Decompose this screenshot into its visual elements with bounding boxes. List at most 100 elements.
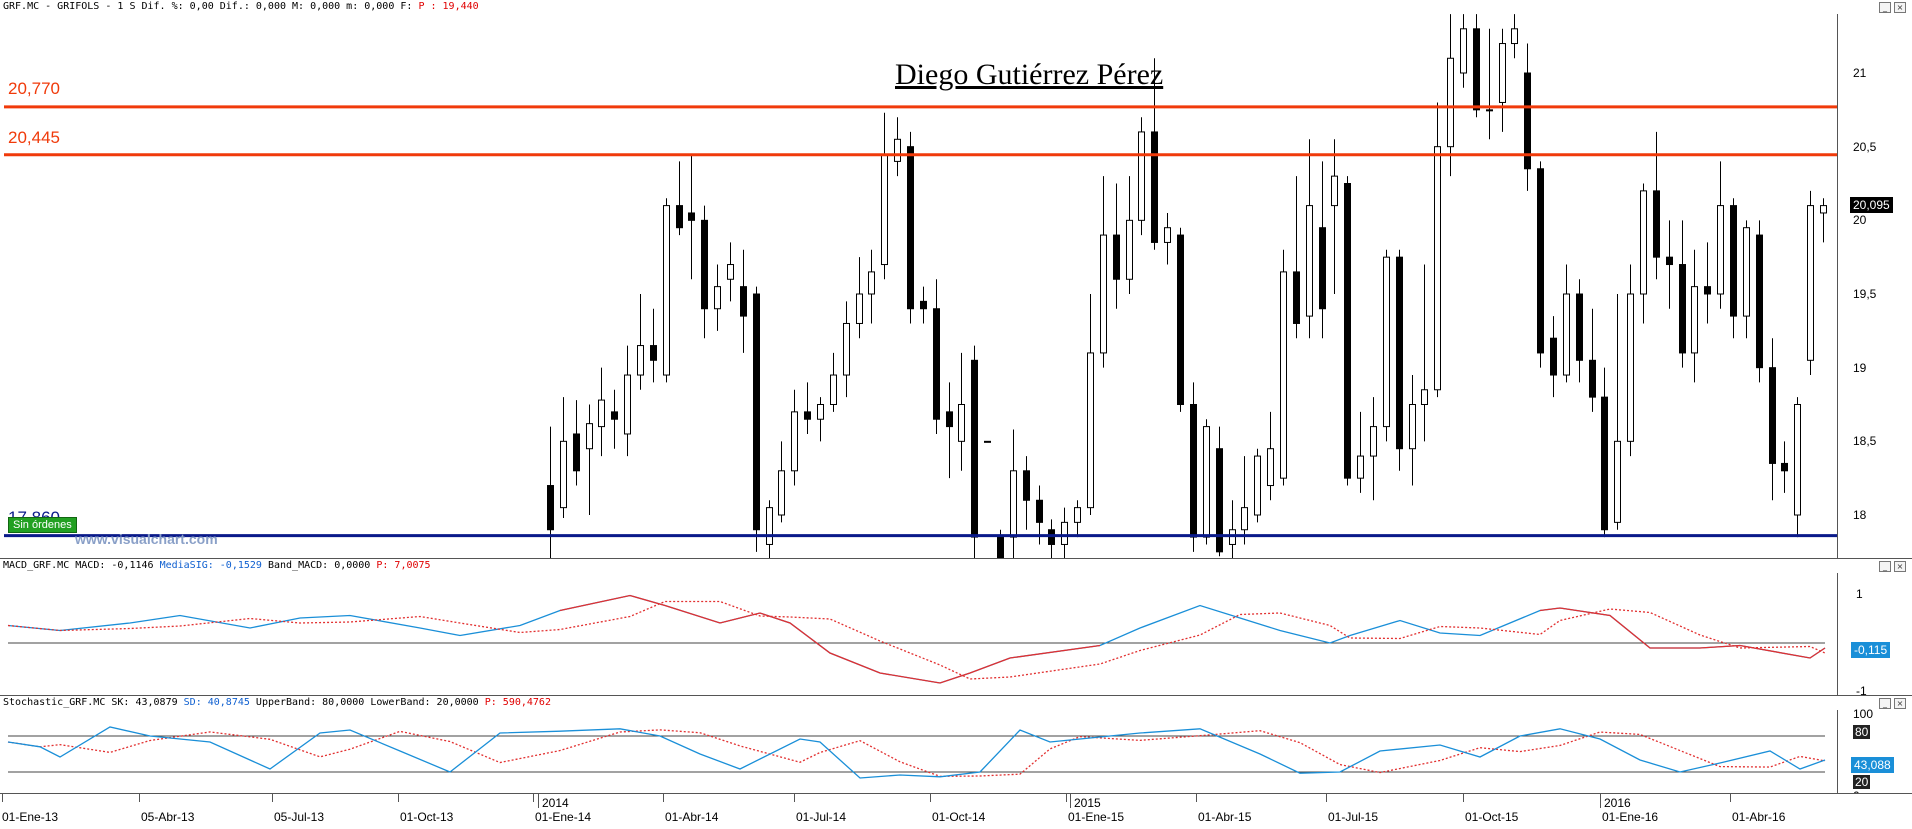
candle-body-up: [766, 507, 773, 545]
time-axis[interactable]: 01-Ene-13 05-Abr-13 05-Jul-13 01-Oct-13 01-E…: [0, 793, 1912, 829]
macd-p-value: P: 7,0075: [376, 560, 431, 571]
candle-body-up: [1409, 404, 1416, 450]
close-icon[interactable]: ×: [1894, 561, 1906, 572]
candle-body-up: [663, 205, 670, 376]
candle: [1267, 411, 1274, 501]
year-label: 2015: [1074, 796, 1101, 810]
candle: [663, 198, 670, 383]
minimize-icon[interactable]: _: [1879, 561, 1891, 572]
macd-pane-header: MACD_GRF.MC MACD: -0,1146 MediaSIG: -0,1…: [3, 559, 431, 573]
candle: [1704, 242, 1711, 324]
time-axis-tick: [794, 794, 795, 802]
time-axis-label: 01-Abr-14: [665, 810, 719, 824]
last-close-label: P : 19,440: [418, 1, 479, 12]
stochastic-pane[interactable]: Stochastic_GRF.MC SK: 43,0879 SD: 40,874…: [0, 695, 1912, 794]
minimize-icon[interactable]: _: [1879, 2, 1891, 13]
candle-body-down: [1113, 234, 1120, 280]
candle-body-up: [1331, 175, 1338, 207]
macd-axis[interactable]: [1837, 573, 1912, 696]
candle: [1023, 456, 1030, 530]
price-tick-label: 20,5: [1853, 139, 1877, 154]
close-icon[interactable]: ×: [1894, 2, 1906, 13]
candle-body-down: [1473, 28, 1480, 111]
candle: [1589, 308, 1596, 412]
price-window-controls: _ ×: [1879, 2, 1906, 13]
candle-body-down: [1730, 205, 1737, 317]
candle-body-up: [1241, 507, 1248, 531]
candle: [1601, 367, 1608, 538]
candle-body-down: [688, 212, 695, 221]
time-axis-label: 05-Jul-13: [274, 810, 325, 824]
candle-body-down: [1344, 183, 1351, 479]
price-tick-label: 19: [1853, 360, 1867, 375]
candle: [920, 286, 927, 324]
time-axis-tick: [2, 794, 3, 802]
watermark: www.visualchart.com: [75, 531, 218, 547]
candle: [946, 382, 953, 479]
minimize-icon[interactable]: _: [1879, 698, 1891, 709]
candle: [843, 301, 850, 398]
candle-body-up: [1203, 426, 1210, 538]
stochastic-chart[interactable]: [0, 696, 1837, 794]
candle: [1653, 131, 1660, 280]
stoch-last-tag: 43,088: [1851, 757, 1894, 773]
candle: [1640, 183, 1647, 324]
macd-tick-neg1: -1: [1856, 684, 1867, 696]
macd-tick-1: 1: [1856, 587, 1863, 601]
orders-badge[interactable]: Sin órdenes: [8, 517, 77, 533]
price-axis[interactable]: [1837, 14, 1912, 558]
candle: [676, 161, 683, 236]
candle: [1820, 198, 1827, 243]
candle-body-up: [1421, 389, 1428, 405]
candle: [1524, 43, 1531, 191]
candle: [1203, 419, 1210, 545]
macd-chart[interactable]: [0, 559, 1837, 696]
candle-body-up: [1010, 470, 1017, 538]
candle: [1280, 249, 1287, 486]
candle-body-down: [650, 345, 657, 361]
stochastic-axis[interactable]: [1837, 710, 1912, 794]
candle-body-down: [753, 293, 760, 531]
candle-body-up: [1627, 293, 1634, 442]
stoch-sd: SD: 40,8745: [183, 697, 250, 708]
time-axis-tick: [272, 794, 273, 802]
macd-value: MACD: -0,1146: [75, 560, 154, 571]
candle-body-down: [1756, 234, 1763, 369]
candle-body-down: [1576, 293, 1583, 361]
candle: [1396, 249, 1403, 471]
candle: [624, 345, 631, 457]
candle-body-down: [1036, 499, 1043, 523]
time-axis-tick: [1326, 794, 1327, 802]
candle: [650, 308, 657, 383]
candle: [1537, 161, 1544, 368]
price-pane-header: GRF.MC - GRIFOLS - 1 S Dif. %: 0,00 Dif.…: [3, 0, 479, 14]
candle: [1306, 139, 1313, 339]
candle-body-down: [1781, 462, 1788, 472]
candle-body-up: [1717, 205, 1724, 295]
candle-body-up: [637, 345, 644, 376]
candle: [907, 131, 914, 324]
candle: [1434, 102, 1441, 398]
candle-body-down: [997, 536, 1004, 558]
candle-body-down: [1190, 404, 1197, 538]
candle: [1293, 176, 1300, 339]
candle: [1100, 176, 1107, 368]
last-price-tag: 20,095: [1850, 197, 1893, 213]
stoch-sd-line: [7, 729, 1826, 778]
candle: [1370, 397, 1377, 501]
candle-body-up: [778, 470, 785, 516]
time-axis-label: 01-Ene-15: [1068, 810, 1125, 824]
close-icon[interactable]: ×: [1894, 698, 1906, 709]
candle-body-up: [1640, 190, 1647, 295]
candlestick-chart[interactable]: [0, 0, 1837, 558]
price-pane[interactable]: 21 20,5 20 19,5 19 18,5 18 GRF.MC - GRIFOLS - …: [0, 0, 1912, 558]
candle-body-up: [1383, 256, 1390, 428]
candle: [1717, 161, 1724, 309]
time-axis-label: 01-Ene-16: [1602, 810, 1659, 824]
stoch-tick-80: 80: [1853, 725, 1871, 739]
candle-body-up: [1164, 227, 1171, 243]
candle: [1807, 190, 1814, 376]
macd-pane[interactable]: MACD_GRF.MC MACD: -0,1146 MediaSIG: -0,1…: [0, 558, 1912, 696]
price-tick-label: 18: [1853, 508, 1867, 522]
candle-body-up: [1061, 521, 1068, 545]
